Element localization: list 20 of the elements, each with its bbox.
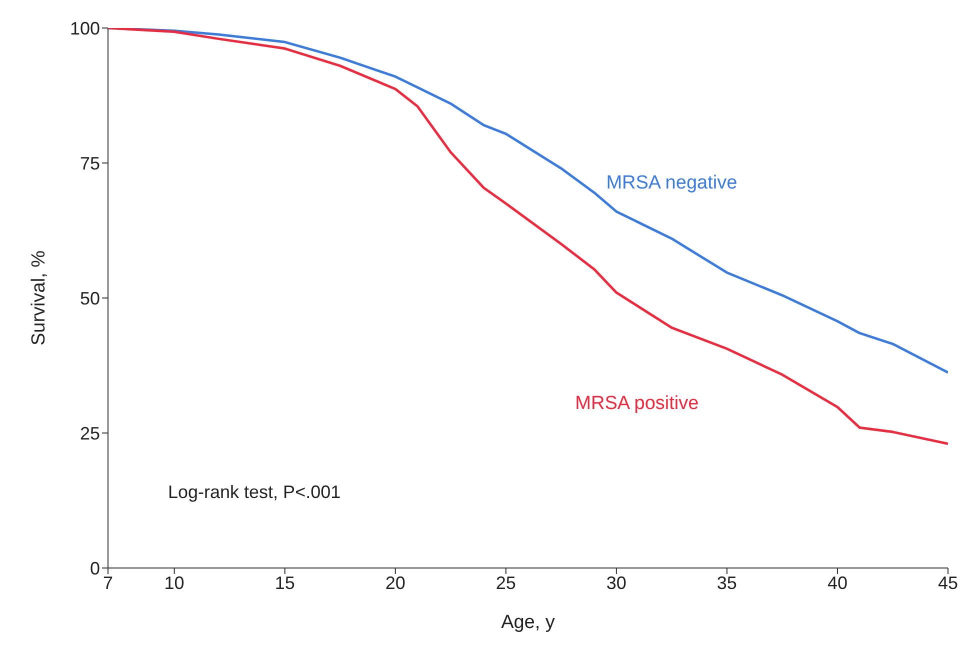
line-series — [108, 28, 948, 446]
x-tick-label: 7 — [102, 572, 114, 593]
text: MRSA positive — [575, 392, 699, 414]
y-tick-label: 75 — [80, 153, 100, 174]
x-tick-label: 40 — [827, 572, 848, 593]
y-tick-label: 0 — [90, 558, 100, 578]
series-label: MRSA negative — [606, 172, 738, 194]
x-tick-label: 20 — [385, 572, 406, 593]
x-tick-label: 15 — [274, 572, 295, 593]
y-tick-label: 50 — [80, 288, 100, 308]
x-tick-label: 30 — [606, 572, 626, 593]
y-tick-label: 100 — [70, 18, 100, 38]
y-tick-label: 25 — [80, 423, 100, 444]
x-tick-label: 10 — [164, 572, 184, 593]
x-tick-label: 25 — [496, 572, 516, 593]
x-tick-label: 45 — [938, 572, 958, 593]
y-axis-title: Survival, % — [28, 250, 50, 346]
x-tick-label: 35 — [716, 572, 737, 593]
annotation: Log-rank test, P<.001 — [168, 482, 341, 502]
x-axis-title: Age, y — [501, 612, 556, 633]
